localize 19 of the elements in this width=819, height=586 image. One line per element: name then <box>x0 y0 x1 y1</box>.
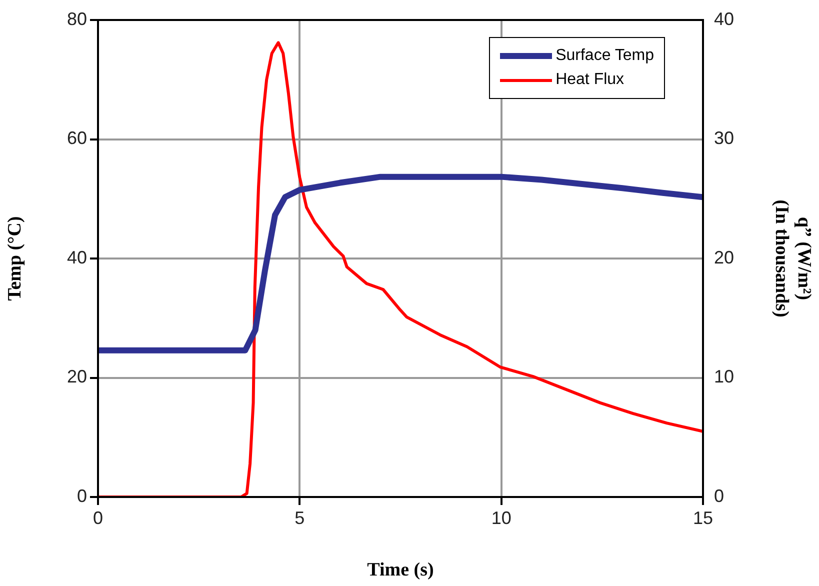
x-tick-label: 15 <box>692 508 714 528</box>
y-axis-title: Temp (°C) <box>4 216 26 301</box>
y-tick-label: 40 <box>66 247 87 268</box>
y2-tick-label: 0 <box>714 486 724 506</box>
y2-tick-label: 30 <box>714 128 734 148</box>
x-tick-label: 0 <box>92 508 104 528</box>
y-tick-label: 0 <box>76 486 87 506</box>
y-tick-label: 80 <box>66 8 87 29</box>
y2-tick-label: 10 <box>714 366 734 387</box>
y-tick-label: 20 <box>66 366 87 387</box>
legend-label: Heat Flux <box>556 71 624 89</box>
y2-tick-label: 40 <box>714 8 734 29</box>
x-axis-title: Time (s) <box>367 560 434 581</box>
y2-tick-label: 20 <box>714 247 734 268</box>
x-tick-label: 10 <box>491 508 512 528</box>
x-tick-label: 5 <box>294 508 305 528</box>
y2-axis-title: q” (W/m²) (In thousands) <box>770 200 815 318</box>
legend-label: Surface Temp <box>556 47 654 65</box>
y-tick-label: 60 <box>66 128 87 148</box>
